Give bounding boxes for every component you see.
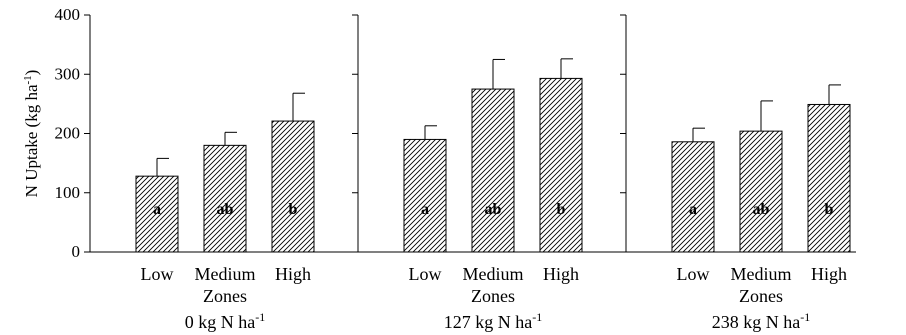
significance-label: b (825, 201, 834, 218)
significance-label: b (289, 201, 298, 218)
panel-2: a Low ab Medium b High Zones 127 kg N ha-1 (352, 14, 583, 332)
x-axis-title: Zones (203, 286, 247, 306)
category-label: High (543, 264, 579, 284)
significance-label: a (153, 201, 161, 218)
bar-low (671, 141, 715, 253)
category-label: High (811, 264, 847, 284)
bar-medium (739, 130, 783, 253)
category-label: Medium (731, 264, 792, 284)
category-label: Medium (195, 264, 256, 284)
bar-medium (471, 88, 515, 253)
category-label: Low (677, 264, 710, 284)
significance-label: ab (753, 201, 770, 218)
y-tick-label: 0 (72, 242, 81, 261)
x-axis-title: Zones (739, 286, 783, 306)
panel-label: 127 kg N ha-1 (444, 310, 543, 332)
category-label: Medium (463, 264, 524, 284)
bar-low (135, 175, 179, 253)
bar-high (539, 77, 583, 253)
panel-label: 238 kg N ha-1 (712, 310, 811, 332)
significance-label: b (557, 201, 566, 218)
panel-3: a Low ab Medium b High Zones 238 kg N ha-1 (620, 14, 851, 332)
category-label: Low (409, 264, 442, 284)
bar-medium (203, 144, 247, 253)
bar-high (271, 120, 315, 253)
bar-low (403, 138, 447, 253)
significance-label: a (421, 201, 429, 218)
panel-1: 0 100 200 300 400 a Low ab Medium b High Zones 0 kg … (55, 5, 315, 332)
significance-label: ab (217, 201, 234, 218)
bar-high (807, 103, 851, 253)
category-label: High (275, 264, 311, 284)
y-axis-title: N Uptake (kg ha-1) (22, 70, 41, 198)
panel-label: 0 kg N ha-1 (185, 310, 266, 332)
y-tick-label: 100 (55, 183, 81, 202)
significance-label: a (689, 201, 697, 218)
y-tick-label: 300 (55, 64, 81, 83)
y-tick-label: 200 (55, 124, 81, 143)
category-label: Low (141, 264, 174, 284)
x-axis-title: Zones (471, 286, 515, 306)
significance-label: ab (485, 201, 502, 218)
y-tick-label: 400 (55, 5, 81, 24)
